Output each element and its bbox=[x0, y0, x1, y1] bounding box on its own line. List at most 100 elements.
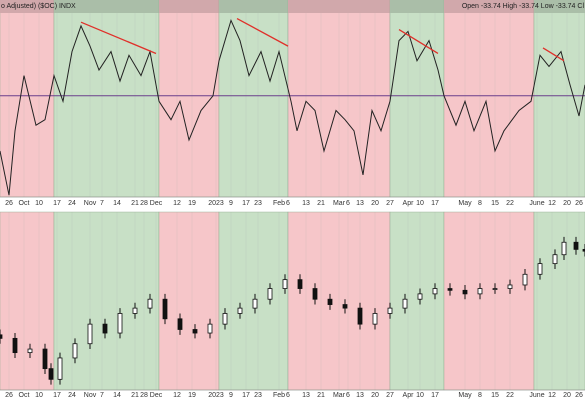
region-band bbox=[158, 211, 220, 391]
candle-body bbox=[297, 279, 303, 289]
candle-body bbox=[561, 241, 567, 256]
x-tick-label: 26 bbox=[575, 392, 583, 399]
x-tick-label: 20 bbox=[371, 200, 379, 207]
header-band bbox=[390, 0, 444, 13]
candle-body bbox=[252, 298, 258, 309]
region-band bbox=[218, 0, 289, 198]
x-tick-label: Oct bbox=[19, 200, 30, 207]
price-readout: Open -33.74 High -33.74 Low -33.74 Cl bbox=[462, 3, 585, 10]
header-band bbox=[534, 0, 585, 13]
candle-body bbox=[312, 288, 318, 300]
candle-body bbox=[447, 288, 453, 291]
x-tick-label: 17 bbox=[53, 392, 61, 399]
x-tick-label: Apr bbox=[403, 200, 415, 207]
trendline bbox=[542, 47, 565, 62]
region-band bbox=[443, 0, 535, 198]
x-tick-label: 21 bbox=[317, 200, 325, 207]
header-band bbox=[444, 0, 534, 13]
header-band bbox=[288, 0, 390, 13]
x-tick-label: 15 bbox=[491, 392, 499, 399]
x-tick-label: 28 bbox=[140, 200, 148, 207]
x-tick-label: 26 bbox=[575, 200, 583, 207]
x-tick-label: 21 bbox=[131, 392, 139, 399]
x-tick-label: 17 bbox=[431, 392, 439, 399]
region-band bbox=[443, 211, 535, 391]
x-tick-label: 17 bbox=[53, 200, 61, 207]
x-tick-label: 9 bbox=[229, 392, 233, 399]
trendline bbox=[398, 29, 439, 55]
candle-body bbox=[507, 284, 513, 289]
candle-body bbox=[582, 248, 585, 252]
x-tick-label: 20 bbox=[563, 392, 571, 399]
x-tick-label: Dec bbox=[150, 200, 163, 207]
candle-body bbox=[237, 307, 243, 314]
x-tick-label: 7 bbox=[100, 200, 104, 207]
candle-body bbox=[537, 263, 543, 275]
x-tick-label: 26 bbox=[5, 200, 13, 207]
candle-body bbox=[522, 273, 528, 286]
x-tick-label: Feb bbox=[273, 392, 285, 399]
header-band bbox=[159, 0, 219, 13]
candle-body bbox=[12, 337, 18, 354]
x-tick-label: 10 bbox=[35, 392, 43, 399]
candle-body bbox=[402, 298, 408, 309]
x-tick-label: 12 bbox=[173, 200, 181, 207]
candle-body bbox=[162, 298, 168, 320]
x-tick-label: 14 bbox=[113, 200, 121, 207]
candle-body bbox=[372, 313, 378, 325]
x-tick-label: 2023 bbox=[208, 392, 224, 399]
x-tick-label: 22 bbox=[506, 200, 514, 207]
x-tick-label: 27 bbox=[386, 200, 394, 207]
x-tick-label: 23 bbox=[254, 392, 262, 399]
x-tick-label: 10 bbox=[35, 200, 43, 207]
region-band bbox=[533, 211, 585, 391]
x-tick-label: 24 bbox=[68, 200, 76, 207]
x-tick-label: 12 bbox=[548, 392, 556, 399]
trendline bbox=[80, 21, 157, 55]
candle-body bbox=[357, 307, 363, 325]
x-tick-label: 19 bbox=[188, 392, 196, 399]
x-tick-label: 27 bbox=[386, 392, 394, 399]
x-tick-label: 13 bbox=[302, 200, 310, 207]
x-tick-label: Nov bbox=[84, 392, 97, 399]
region-band bbox=[53, 0, 160, 198]
x-tick-label: 6 bbox=[286, 200, 290, 207]
x-tick-label: Mar bbox=[333, 200, 346, 207]
chart-title: o Adjusted) ($OC) INDX bbox=[1, 3, 76, 10]
candle-body bbox=[102, 323, 108, 334]
x-tick-label: 19 bbox=[188, 200, 196, 207]
candle-body bbox=[72, 343, 78, 359]
x-tick-label: 20 bbox=[371, 392, 379, 399]
candle-body bbox=[57, 357, 63, 380]
x-tick-label: 28 bbox=[140, 392, 148, 399]
x-tick-label: 13 bbox=[302, 392, 310, 399]
x-tick-label: 14 bbox=[113, 392, 121, 399]
x-tick-label: 7 bbox=[100, 392, 104, 399]
candle-body bbox=[87, 323, 93, 345]
x-tick-label: 24 bbox=[68, 392, 76, 399]
x-tick-label: 6 bbox=[286, 392, 290, 399]
x-tick-label: 17 bbox=[242, 200, 250, 207]
candle-body bbox=[267, 288, 273, 300]
x-tick-label: 9 bbox=[229, 200, 233, 207]
candle-body bbox=[417, 293, 423, 300]
candle-body bbox=[0, 334, 3, 339]
x-tick-label: May bbox=[458, 200, 472, 207]
x-tick-label: 13 bbox=[356, 392, 364, 399]
candle-body bbox=[327, 298, 333, 305]
candle-body bbox=[48, 368, 54, 380]
region-band bbox=[0, 0, 55, 198]
candle-body bbox=[42, 348, 48, 370]
x-tick-label: 6 bbox=[346, 392, 350, 399]
candle-body bbox=[573, 241, 579, 250]
indicator-line bbox=[0, 18, 585, 196]
candle-body bbox=[462, 289, 468, 295]
region-band bbox=[389, 0, 445, 198]
x-tick-label: 10 bbox=[416, 392, 424, 399]
x-tick-label: 2023 bbox=[208, 200, 224, 207]
x-tick-label: 23 bbox=[254, 200, 262, 207]
x-tick-label: 17 bbox=[242, 392, 250, 399]
x-tick-label: Nov bbox=[84, 200, 97, 207]
trendline bbox=[236, 17, 289, 47]
